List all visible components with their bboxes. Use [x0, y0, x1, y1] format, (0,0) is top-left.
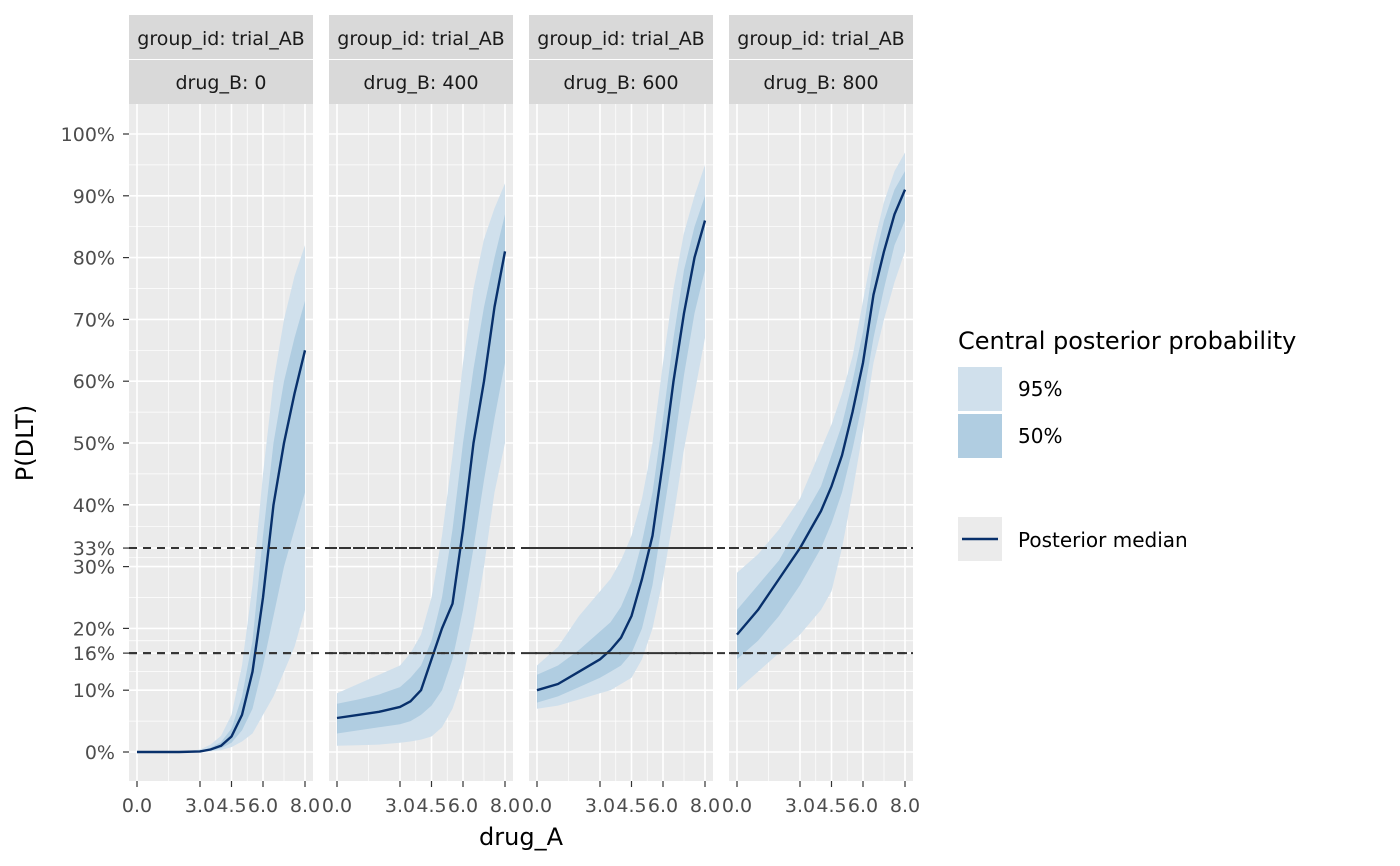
ribbon-50 [337, 214, 505, 734]
y-tick-label: 10% [73, 680, 115, 702]
strip-label-group: group_id: trial_AB [737, 28, 904, 50]
y-tick-label: 16% [73, 643, 115, 665]
strip-label-group: group_id: trial_AB [137, 28, 304, 50]
median-line [336, 251, 507, 720]
strip-text-group: group_id: trial_AB [337, 28, 504, 50]
ribbon-50 [737, 171, 905, 660]
facet-panel-2: group_id: trial_AB drug_B: 600 0.0 3.0 4.5 6.… [522, 15, 720, 817]
strip-label-group: group_id: trial_AB [337, 28, 504, 50]
y-tick-label: 20% [73, 618, 115, 640]
strip-label-drug-b: drug_B: 800 [763, 72, 878, 94]
x-axis-title: drug_A [479, 823, 564, 851]
ribbon-95 [737, 152, 905, 691]
legend: Central posterior probability 95% 50% Po… [958, 327, 1296, 561]
strip-text-group: group_id: trial_AB [537, 28, 704, 50]
ribbon-95 [537, 164, 705, 709]
median-line [137, 350, 307, 754]
x-tick-label: 4.5 [816, 795, 846, 817]
x-tick-label: 3.0 [185, 795, 215, 817]
strip-label-group: group_id: trial_AB [537, 28, 704, 50]
x-tick-label: 0.0 [522, 795, 552, 817]
median-line [736, 189, 907, 636]
x-tick-label: 6.0 [248, 795, 278, 817]
strip-label-drug-b: drug_B: 400 [363, 72, 478, 94]
facet-panel-0: group_id: trial_AB drug_B: 0 0.0 3.0 4.5 6.0 8… [122, 15, 320, 817]
y-tick-label: 60% [73, 371, 115, 393]
x-tick-label: 6.0 [848, 795, 878, 817]
y-tick-label: 50% [73, 433, 115, 455]
legend-title: Central posterior probability [958, 327, 1296, 355]
x-tick-label: 8.0 [290, 795, 320, 817]
ribbon-50 [137, 300, 305, 752]
x-tick-label: 6.0 [448, 795, 478, 817]
y-tick-label: 80% [73, 248, 115, 270]
x-tick-label: 0.0 [322, 795, 352, 817]
x-tick-label: 3.0 [785, 795, 815, 817]
x-tick-label: 8.0 [890, 795, 920, 817]
x-tick-label: 3.0 [585, 795, 615, 817]
legend-label-50: 50% [1018, 424, 1062, 448]
x-tick-label: 8.0 [690, 795, 720, 817]
facet-panel-3: group_id: trial_AB drug_B: 800 0.0 3.0 4.5 6.… [722, 15, 920, 817]
x-tick-label: 4.5 [416, 795, 446, 817]
x-tick-label: 3.0 [385, 795, 415, 817]
y-tick-label: 0% [85, 742, 115, 764]
strip-text-group: group_id: trial_AB [737, 28, 904, 50]
legend-label-median: Posterior median [1018, 528, 1188, 552]
x-tick-label: 6.0 [648, 795, 678, 817]
y-tick-label: 70% [73, 309, 115, 331]
x-tick-label: 0.0 [722, 795, 752, 817]
y-axis: 0% 10% 16% 20% 30%33% 40% 50% 60% 70% 80% 90% 100% [61, 124, 129, 764]
strip-label-drug-b: drug_B: 0 [175, 72, 266, 94]
facet-panel-1: group_id: trial_AB drug_B: 400 0.0 3.0 4.5 6.… [322, 15, 520, 817]
strip-text-group: group_id: trial_AB [137, 28, 304, 50]
y-tick-label: 33% [73, 538, 115, 560]
ribbon-50 [537, 195, 705, 703]
y-tick-label: 90% [73, 186, 115, 208]
x-tick-label: 8.0 [490, 795, 520, 817]
x-tick-label: 4.5 [616, 795, 646, 817]
x-tick-label: 4.5 [216, 795, 246, 817]
y-tick-label: 30% [73, 557, 115, 579]
legend-key-95 [958, 367, 1002, 411]
y-tick-label: 40% [73, 495, 115, 517]
y-axis-title: P(DLT) [11, 405, 39, 481]
x-tick-label: 0.0 [122, 795, 152, 817]
y-tick-label: 100% [61, 124, 115, 146]
median-line [536, 220, 707, 692]
strip-label-drug-b: drug_B: 600 [563, 72, 678, 94]
legend-key-50 [958, 414, 1002, 458]
legend-label-95: 95% [1018, 377, 1062, 401]
